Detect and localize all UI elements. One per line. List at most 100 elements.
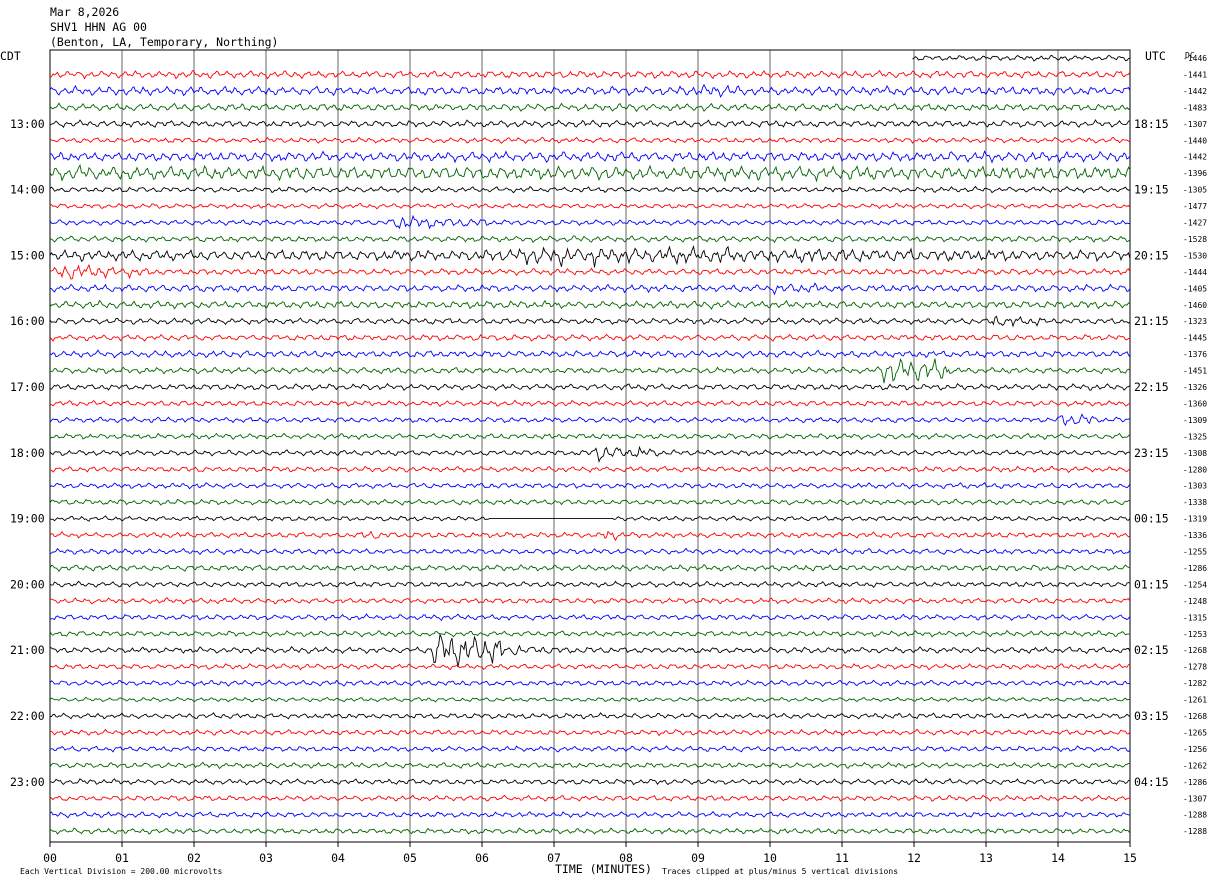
x-tick-label: 14: [1051, 851, 1065, 865]
left-time-label: 17:00: [10, 380, 45, 394]
dc-offset-label: -1445: [1183, 334, 1207, 343]
dc-offset-label: -1280: [1183, 465, 1207, 474]
dc-offset-label: -1460: [1183, 301, 1207, 310]
dc-offset-label: -1338: [1183, 498, 1207, 507]
dc-offset-label: -1427: [1183, 219, 1207, 228]
right-timezone-label: UTC: [1145, 49, 1166, 63]
right-time-label: 21:15: [1134, 314, 1169, 328]
trace-line: [49, 564, 1131, 572]
right-time-label: 02:15: [1134, 643, 1169, 657]
dc-offset-label: -1451: [1183, 367, 1207, 376]
dc-offset-axis: -1446 -1441 -1442 -1483 -1307 -1440 -1442 -1396…: [1183, 54, 1207, 836]
right-time-label: 19:15: [1134, 183, 1169, 197]
trace-line: [49, 515, 1131, 522]
dc-offset-label: -1477: [1183, 202, 1207, 211]
x-tick-label: 06: [475, 851, 489, 865]
trace-line: [49, 778, 1131, 786]
trace-line: [49, 481, 1131, 490]
x-tick-label: 11: [835, 851, 849, 865]
dc-offset-label: -1307: [1183, 794, 1207, 803]
trace-line: [49, 202, 1131, 210]
trace-line: [49, 432, 1131, 441]
trace-line: [49, 382, 1131, 392]
chart-grid: [49, 49, 1131, 843]
dc-offset-label: -1446: [1183, 54, 1207, 63]
dc-offset-label: -1307: [1183, 120, 1207, 129]
trace-line: [49, 315, 1131, 328]
trace-line: [49, 663, 1131, 671]
dc-offset-label: -1405: [1183, 284, 1207, 293]
x-tick-label: 04: [331, 851, 345, 865]
dc-offset-label: -1262: [1183, 761, 1207, 770]
dc-offset-label: -1282: [1183, 679, 1207, 688]
dc-offset-label: -1440: [1183, 136, 1207, 145]
trace-line: [49, 357, 1131, 384]
dc-offset-label: -1268: [1183, 712, 1207, 721]
left-timezone-label: CDT: [0, 49, 21, 63]
dc-offset-label: -1265: [1183, 728, 1207, 737]
trace-line: [49, 761, 1131, 770]
dc-offset-label: -1288: [1183, 827, 1207, 836]
dc-offset-label: -1325: [1183, 432, 1207, 441]
trace-line: [49, 69, 1131, 80]
trace-line: [49, 245, 1131, 268]
x-axis-label: TIME (MINUTES): [555, 862, 652, 876]
trace-line: [49, 465, 1131, 474]
trace-line: [49, 185, 1131, 194]
dc-offset-label: -1442: [1183, 87, 1207, 96]
trace-line: [49, 102, 1131, 113]
dc-offset-label: -1376: [1183, 350, 1207, 359]
dc-offset-label: -1441: [1183, 70, 1207, 79]
dc-offset-label: -1305: [1183, 186, 1207, 195]
trace-line: [49, 632, 1131, 668]
dc-offset-label: -1255: [1183, 548, 1207, 557]
scale-note: Each Vertical Division = 200.00 microvol…: [20, 867, 222, 876]
left-time-label: 22:00: [10, 709, 45, 723]
x-tick-label: 15: [1123, 851, 1137, 865]
right-time-label: 01:15: [1134, 577, 1169, 591]
trace-line: [49, 235, 1131, 244]
trace-line: [49, 794, 1131, 802]
left-time-label: 19:00: [10, 512, 45, 526]
trace-line: [49, 810, 1131, 819]
dc-offset-label: -1326: [1183, 383, 1207, 392]
dc-offset-label: -1278: [1183, 663, 1207, 672]
dc-offset-label: -1319: [1183, 515, 1207, 524]
trace-line: [49, 728, 1131, 737]
trace-line: [49, 136, 1131, 145]
left-time-label: 18:00: [10, 446, 45, 460]
x-tick-label: 05: [403, 851, 417, 865]
x-tick-label: 03: [259, 851, 273, 865]
dc-offset-label: -1248: [1183, 597, 1207, 606]
left-time-label: 21:00: [10, 643, 45, 657]
trace-line: [49, 498, 1131, 506]
trace-line: [49, 629, 1131, 638]
dc-offset-label: -1444: [1183, 268, 1207, 277]
trace-line: [49, 399, 1131, 408]
trace-line: [49, 580, 1131, 589]
dc-offset-label: -1303: [1183, 482, 1207, 491]
trace-line: [49, 712, 1131, 720]
dc-offset-label: -1360: [1183, 399, 1207, 408]
left-time-label: 13:00: [10, 117, 45, 131]
trace-line: [49, 413, 1131, 427]
trace-line: [49, 299, 1131, 310]
trace-line: [49, 263, 1131, 280]
right-time-axis: 18:15 19:15 20:15 21:15 22:15 23:15 00:15 01:15…: [1134, 117, 1169, 789]
x-tick-label: 00: [43, 851, 57, 865]
x-tick-label: 07: [547, 851, 561, 865]
dc-offset-label: -1396: [1183, 169, 1207, 178]
x-tick-label: 10: [763, 851, 777, 865]
dc-offset-label: -1483: [1183, 103, 1207, 112]
dc-offset-label: -1286: [1183, 778, 1207, 787]
left-time-label: 20:00: [10, 577, 45, 591]
left-time-label: 15:00: [10, 248, 45, 262]
trace-line: [50, 150, 1131, 164]
right-time-label: 22:15: [1134, 380, 1169, 394]
trace-line: [49, 214, 1130, 230]
trace-line: [49, 679, 1131, 687]
trace-line: [49, 613, 1131, 622]
right-time-label: 03:15: [1134, 709, 1169, 723]
dc-offset-label: -1286: [1183, 564, 1207, 573]
dc-offset-label: -1268: [1183, 646, 1207, 655]
